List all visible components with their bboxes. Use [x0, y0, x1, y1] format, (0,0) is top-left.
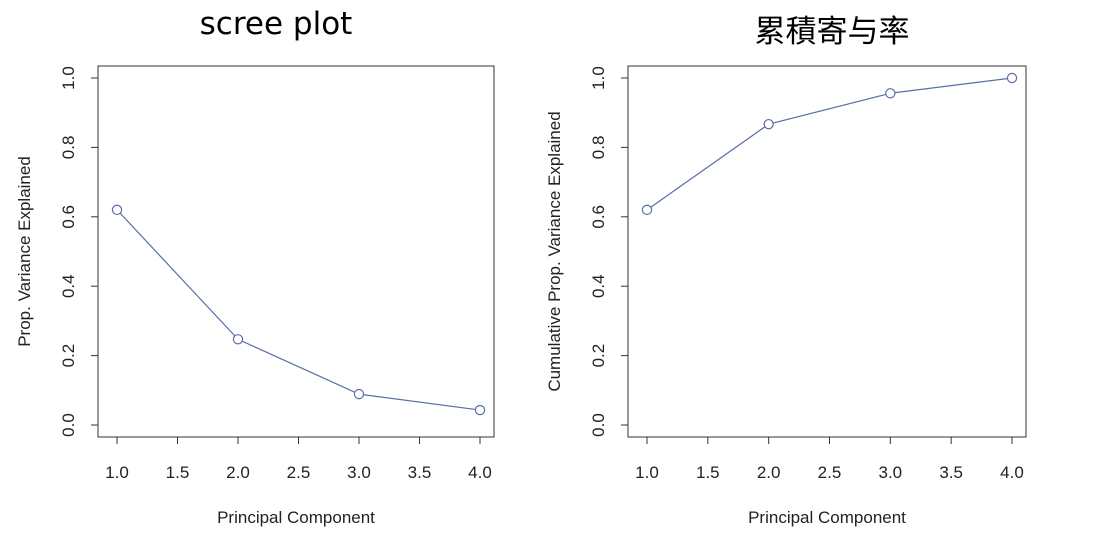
data-point — [763, 118, 774, 130]
y-tick-label: 0.4 — [59, 274, 78, 298]
y-tick-label: 0.2 — [589, 344, 608, 368]
x-axis-label: Principal Component — [748, 508, 906, 527]
series-line — [116, 209, 481, 411]
x-tick-label: 2.0 — [757, 463, 781, 482]
data-point — [1006, 72, 1018, 84]
plot-frame — [97, 65, 495, 438]
y-tick-label: 0.0 — [589, 413, 608, 437]
x-tick-label: 2.5 — [818, 463, 842, 482]
x-tick-label: 1.0 — [105, 463, 129, 482]
x-tick-label: 3.0 — [347, 463, 371, 482]
y-tick-label: 1.0 — [59, 66, 78, 90]
x-tick-label: 1.5 — [166, 463, 190, 482]
y-tick-label: 0.2 — [59, 344, 78, 368]
x-axis-label: Principal Component — [217, 508, 375, 527]
y-tick-label: 0.6 — [59, 205, 78, 229]
x-tick-label: 4.0 — [1000, 463, 1024, 482]
x-tick-label: 2.0 — [226, 463, 250, 482]
x-tick-label: 4.0 — [468, 463, 492, 482]
y-tick-label: 0.6 — [589, 205, 608, 229]
data-point — [111, 204, 123, 216]
chart-title-cumulative: 累積寄与率 — [754, 14, 910, 50]
plot-frame — [627, 65, 1027, 438]
y-tick-label: 0.0 — [59, 413, 78, 437]
y-tick-label: 0.4 — [589, 274, 608, 298]
x-tick-label: 3.5 — [408, 463, 432, 482]
y-tick-label: 1.0 — [589, 66, 608, 90]
y-axis-label: Cumulative Prop. Variance Explained — [545, 111, 564, 391]
x-tick-label: 1.5 — [696, 463, 720, 482]
data-point — [353, 388, 365, 400]
x-tick-label: 1.0 — [635, 463, 659, 482]
chart-title-scree: scree plot — [199, 6, 353, 42]
y-tick-label: 0.8 — [59, 136, 78, 160]
data-point — [474, 404, 486, 416]
x-tick-label: 3.0 — [879, 463, 903, 482]
series-line — [646, 77, 1013, 211]
data-point — [232, 334, 244, 345]
x-tick-label: 3.5 — [939, 463, 963, 482]
data-point — [641, 204, 653, 216]
y-axis-label: Prop. Variance Explained — [15, 156, 34, 347]
data-point — [885, 88, 896, 99]
y-tick-label: 0.8 — [589, 136, 608, 160]
x-tick-label: 2.5 — [287, 463, 311, 482]
